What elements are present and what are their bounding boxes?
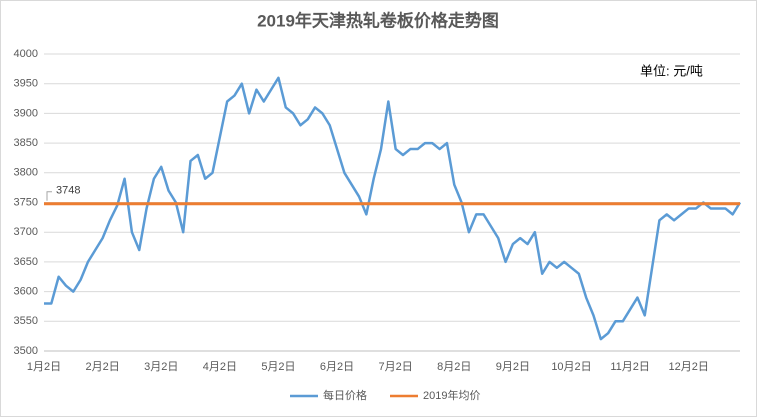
x-tick-label: 4月2日 (203, 361, 237, 373)
average-label: 3748 (56, 185, 80, 197)
x-tick-label: 1月2日 (27, 361, 61, 373)
label-leader (46, 191, 52, 201)
x-tick-label: 10月2日 (551, 361, 591, 373)
y-tick-label: 3950 (14, 78, 38, 90)
x-tick-label: 8月2日 (437, 361, 471, 373)
x-tick-label: 6月2日 (320, 361, 354, 373)
y-tick-label: 3800 (14, 167, 38, 179)
x-tick-label: 5月2日 (261, 361, 295, 373)
chart-title: 2019年天津热轧卷板价格走势图 (257, 10, 499, 30)
x-tick-label: 9月2日 (496, 361, 530, 373)
legend-label: 每日价格 (323, 388, 367, 402)
x-tick-label: 7月2日 (379, 361, 413, 373)
x-tick-label: 3月2日 (144, 361, 178, 373)
x-tick-label: 12月2日 (669, 361, 709, 373)
y-tick-label: 3750 (14, 196, 38, 208)
y-tick-label: 3700 (14, 226, 38, 238)
y-tick-label: 3650 (14, 256, 38, 268)
x-tick-label: 11月2日 (610, 361, 650, 373)
y-tick-label: 3850 (14, 137, 38, 149)
x-tick-label: 2月2日 (85, 361, 119, 373)
unit-note: 单位: 元/吨 (640, 63, 703, 78)
y-tick-label: 3500 (14, 345, 38, 357)
legend-label: 2019年均价 (423, 388, 480, 402)
y-tick-label: 3600 (14, 286, 38, 298)
y-tick-label: 4000 (14, 48, 38, 60)
price-line (44, 76, 742, 341)
y-tick-label: 3550 (14, 315, 38, 327)
y-tick-label: 3900 (14, 107, 38, 119)
